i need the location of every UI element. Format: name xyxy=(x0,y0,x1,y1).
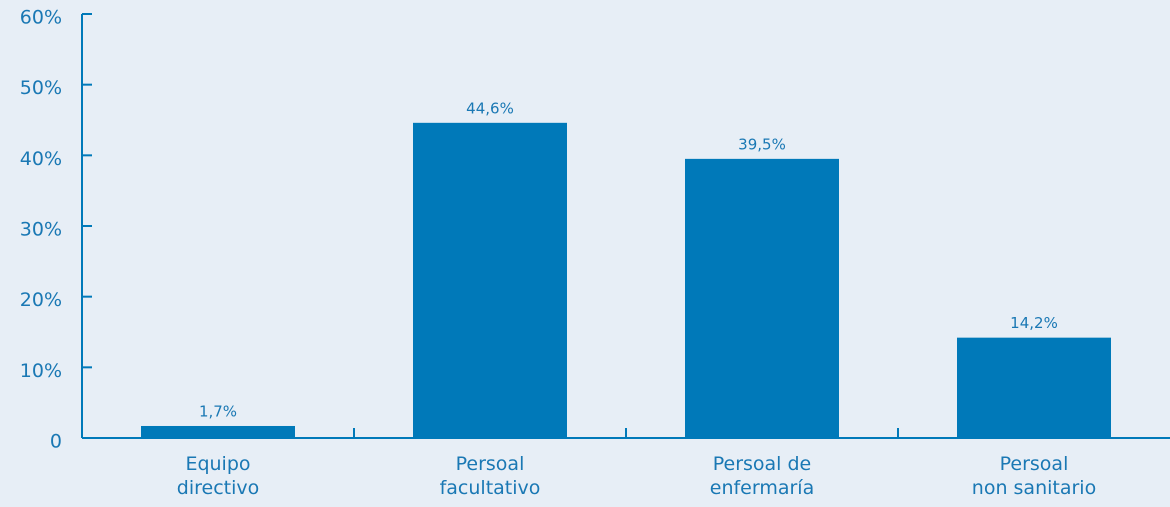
y-tick-label: 60% xyxy=(20,7,62,29)
y-tick-label: 40% xyxy=(20,148,62,170)
bar xyxy=(141,425,295,438)
y-tick-label: 50% xyxy=(20,77,62,99)
x-tick-label: Equipo directivo xyxy=(176,453,260,499)
y-tick-label: 30% xyxy=(20,219,62,241)
bar xyxy=(957,337,1111,438)
value-label: 1,7% xyxy=(199,402,237,420)
value-label: 39,5% xyxy=(738,135,786,153)
bar xyxy=(413,122,567,439)
x-tick-label: Persoal non sanitario xyxy=(971,453,1097,499)
y-tick-label: 20% xyxy=(20,289,62,311)
y-tick-label: 10% xyxy=(20,360,62,382)
value-label: 14,2% xyxy=(1010,314,1058,332)
bar xyxy=(685,158,839,438)
value-label: 44,6% xyxy=(466,99,514,117)
y-tick-label: 0 xyxy=(50,431,62,453)
x-tick-label: Persoal facultativo xyxy=(439,453,541,499)
x-tick-label: Persoal de enfermaría xyxy=(709,453,815,499)
